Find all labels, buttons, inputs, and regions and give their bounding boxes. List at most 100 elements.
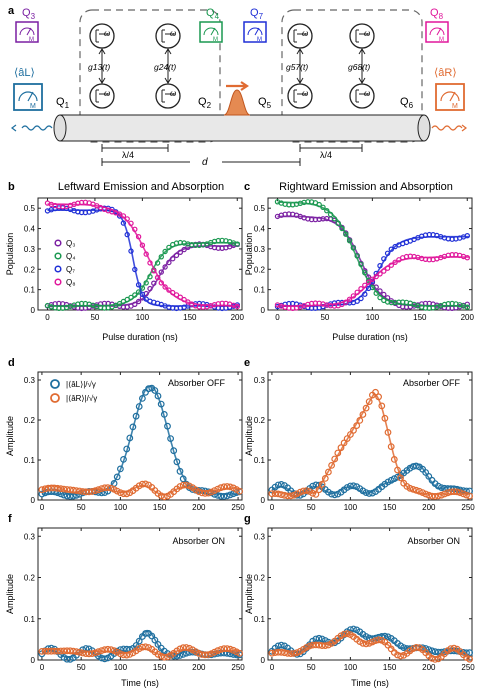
- detector-right-label: ⟨âR⟩: [434, 67, 457, 79]
- data-point-c-1-11: [316, 201, 322, 208]
- data-point-d-0-44: [176, 467, 184, 475]
- plot-area-g: 0 50 100 150 200 250 0 0.1 0.2 0.3: [254, 528, 475, 672]
- coupler-arrow-icon: [164, 48, 172, 84]
- data-point-d-1-13: [79, 488, 87, 495]
- data-point-e-1-9: [296, 488, 304, 496]
- data-point-f-1-26: [120, 651, 127, 659]
- data-point-d-1-4: [51, 484, 58, 492]
- data-point-e-1-51: [428, 492, 436, 500]
- data-point-b-1-30: [158, 254, 164, 260]
- data-point-g-0-51: [428, 647, 436, 655]
- data-point-g-1-5: [284, 649, 292, 657]
- data-point-d-1-6: [57, 485, 65, 493]
- data-point-e-1-48: [419, 489, 427, 497]
- data-point-d-1-19: [98, 485, 105, 493]
- y-tick-label-b: 0.3: [24, 245, 36, 254]
- data-point-d-1-31: [135, 482, 143, 490]
- meter-q7-icon: M: [243, 21, 267, 43]
- data-point-e-0-13: [309, 482, 317, 490]
- y-axis-label-c: Population: [244, 233, 254, 276]
- data-point-d-0-45: [179, 475, 187, 483]
- x-tick-label-c: 0: [275, 313, 280, 322]
- y-tick-label-b: 0.5: [24, 204, 36, 213]
- data-point-e-0-39: [390, 475, 398, 483]
- data-point-d-0-26: [120, 456, 127, 463]
- data-point-d-1-63: [236, 487, 244, 495]
- data-point-f-1-55: [211, 648, 218, 656]
- data-point-g-1-57: [447, 645, 455, 652]
- data-point-g-1-40: [394, 651, 401, 659]
- data-point-g-1-34: [375, 636, 383, 644]
- data-point-b-1-23: [132, 292, 138, 298]
- data-point-g-0-16: [318, 635, 326, 643]
- data-point-b-3-21: [124, 216, 130, 222]
- data-point-b-0-28: [151, 280, 157, 286]
- data-point-c-3-26: [373, 273, 379, 280]
- data-point-e-0-24: [343, 484, 351, 491]
- y-axis-label-b: Population: [5, 233, 15, 276]
- y-tick-label-c: 0.1: [254, 286, 266, 295]
- data-point-g-1-3: [277, 648, 285, 656]
- data-point-d-0-5: [54, 489, 61, 497]
- data-point-d-1-51: [198, 489, 206, 497]
- data-point-e-1-28: [356, 417, 364, 424]
- x-tick-label-g: 100: [344, 663, 358, 672]
- data-point-d-0-24: [113, 473, 121, 481]
- data-point-c-1-21: [354, 253, 360, 259]
- data-point-c-0-27: [377, 288, 383, 294]
- data-point-d-0-56: [214, 492, 222, 499]
- meter-q8-icon: M: [425, 21, 449, 43]
- qubit-q3-label: Q3: [22, 7, 36, 21]
- qubit-q4-label: Q4: [206, 7, 220, 21]
- y-axis-label-g: Amplitude: [244, 574, 254, 614]
- data-point-f-0-20: [101, 655, 109, 663]
- y-tick-label-c: 0.5: [254, 204, 266, 213]
- data-point-d-1-24: [113, 487, 121, 495]
- data-point-f-1-18: [94, 648, 102, 656]
- x-tick-label-f: 250: [231, 663, 245, 672]
- data-point-c-1-22: [358, 261, 364, 267]
- data-point-e-0-46: [412, 462, 420, 470]
- data-point-b-2-22: [128, 248, 134, 254]
- chart-title-c: Rightward Emission and Absorption: [279, 181, 453, 193]
- data-point-e-0-25: [347, 482, 354, 490]
- data-point-g-1-6: [287, 650, 295, 657]
- svg-text:ω: ω: [364, 89, 370, 98]
- x-axis-label-c: Pulse duration (ns): [332, 332, 408, 342]
- data-point-d-1-3: [47, 484, 55, 492]
- data-point-b-2-23: [132, 266, 138, 273]
- data-point-g-1-11: [303, 644, 310, 651]
- data-point-e-1-41: [397, 474, 405, 482]
- data-point-f-1-46: [182, 644, 190, 651]
- data-point-g-1-0: [268, 649, 276, 657]
- x-tick-label-e: 250: [461, 503, 475, 512]
- legend-b: Q₃ Q₄ Q₇ Q₈: [54, 239, 76, 287]
- data-point-b-1-26: [143, 280, 149, 286]
- data-point-g-0-2: [274, 642, 282, 650]
- data-point-f-1-39: [160, 653, 168, 661]
- y-tick-label-f: 0.3: [24, 532, 36, 541]
- data-point-e-1-52: [431, 493, 439, 500]
- data-point-f-1-3: [47, 647, 55, 655]
- x-tick-label-e: 0: [270, 503, 275, 512]
- data-point-c-2-27: [377, 263, 383, 269]
- legend-label-q7: Q₇: [66, 265, 75, 274]
- x-tick-label-d: 0: [40, 503, 45, 512]
- data-point-g-1-18: [325, 641, 332, 649]
- data-point-b-0-23: [132, 301, 138, 307]
- data-point-e-1-1: [271, 490, 279, 498]
- data-point-g-0-15: [315, 634, 323, 642]
- data-point-d-1-20: [101, 484, 109, 492]
- chart-title-b: Leftward Emission and Absorption: [58, 181, 224, 193]
- panel-label-b: b: [8, 181, 15, 193]
- data-point-c-2-23: [362, 291, 368, 297]
- data-point-c-1-17: [339, 225, 345, 232]
- data-point-g-0-63: [466, 649, 474, 657]
- data-point-e-1-38: [387, 443, 395, 451]
- data-point-c-2-30: [388, 246, 394, 252]
- coupler-arrow-icon: [358, 48, 366, 84]
- legend-marker-aR: [50, 393, 60, 403]
- data-point-e-0-45: [409, 463, 417, 470]
- data-point-c-1-26: [373, 290, 379, 296]
- y-tick-label-c: 0: [261, 306, 266, 315]
